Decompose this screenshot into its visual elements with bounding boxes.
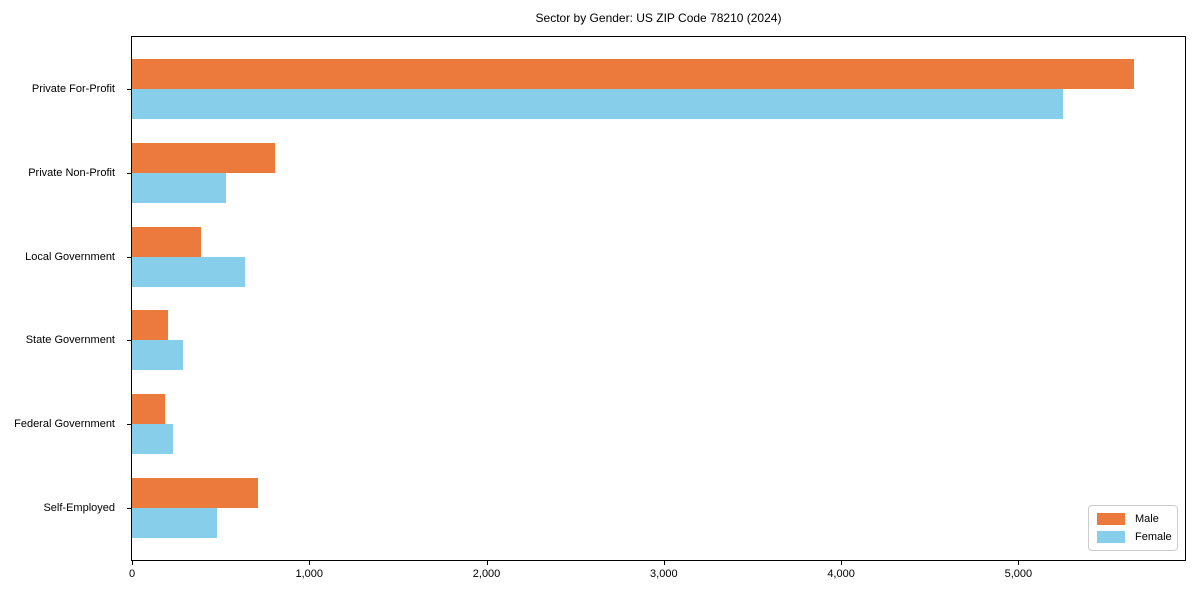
y-axis-label-0: Private For-Profit (31, 83, 115, 95)
male-color-swatch-icon (1097, 513, 1125, 525)
x-tick-label-1: 1,000 (295, 568, 324, 580)
bar-female-2 (132, 256, 246, 287)
x-tick-label-3: 3,000 (650, 568, 678, 580)
chart-title: Sector by Gender: US ZIP Code 78210 (202… (535, 11, 782, 25)
x-tick-mark-4 (841, 561, 843, 565)
female-color-swatch-icon (1097, 531, 1125, 543)
legend: Male Female (1088, 505, 1178, 551)
plot-area: Male Female (131, 36, 1186, 561)
bar-male-2 (132, 226, 202, 257)
legend-item-female: Female (1097, 530, 1172, 544)
bar-male-1 (132, 142, 275, 173)
bar-female-0 (132, 89, 1063, 119)
legend-label-male: Male (1135, 513, 1159, 525)
y-tick-mark-5 (127, 508, 131, 509)
bar-female-5 (132, 508, 218, 538)
bar-male-0 (132, 59, 1134, 89)
y-tick-mark-4 (127, 424, 131, 426)
bar-female-1 (132, 172, 226, 203)
x-tick-label-2: 2,000 (472, 568, 501, 580)
x-tick-label-0: 0 (128, 568, 136, 580)
x-tick-mark-5 (1018, 561, 1020, 565)
y-tick-mark-0 (127, 89, 131, 90)
y-axis-label-4: Federal Government (14, 418, 115, 431)
x-tick-mark-1 (309, 561, 311, 565)
y-tick-mark-1 (127, 172, 131, 174)
x-tick-mark-3 (663, 561, 665, 565)
x-tick-mark-0 (132, 561, 133, 565)
bar-male-5 (132, 478, 258, 508)
bar-female-4 (132, 424, 173, 455)
y-axis-label-1: Private Non-Profit (28, 166, 115, 179)
x-tick-label-4: 4,000 (827, 568, 855, 580)
bar-male-3 (132, 310, 169, 341)
x-tick-mark-2 (486, 561, 488, 565)
y-axis-label-2: Local Government (25, 250, 115, 263)
legend-item-male: Male (1097, 512, 1169, 526)
y-tick-mark-3 (127, 340, 131, 342)
bar-female-3 (132, 340, 184, 371)
y-axis-label-5: Self-Employed (43, 502, 115, 514)
x-tick-label-5: 5,000 (1004, 568, 1033, 580)
bars-layer (132, 37, 1185, 560)
bar-male-4 (132, 394, 165, 425)
y-tick-mark-2 (127, 256, 131, 258)
y-axis-label-3: State Government (25, 334, 115, 347)
legend-label-female: Female (1135, 531, 1172, 543)
y-axis-labels: Private For-Profit Private Non-Profit Loca… (0, 36, 123, 561)
